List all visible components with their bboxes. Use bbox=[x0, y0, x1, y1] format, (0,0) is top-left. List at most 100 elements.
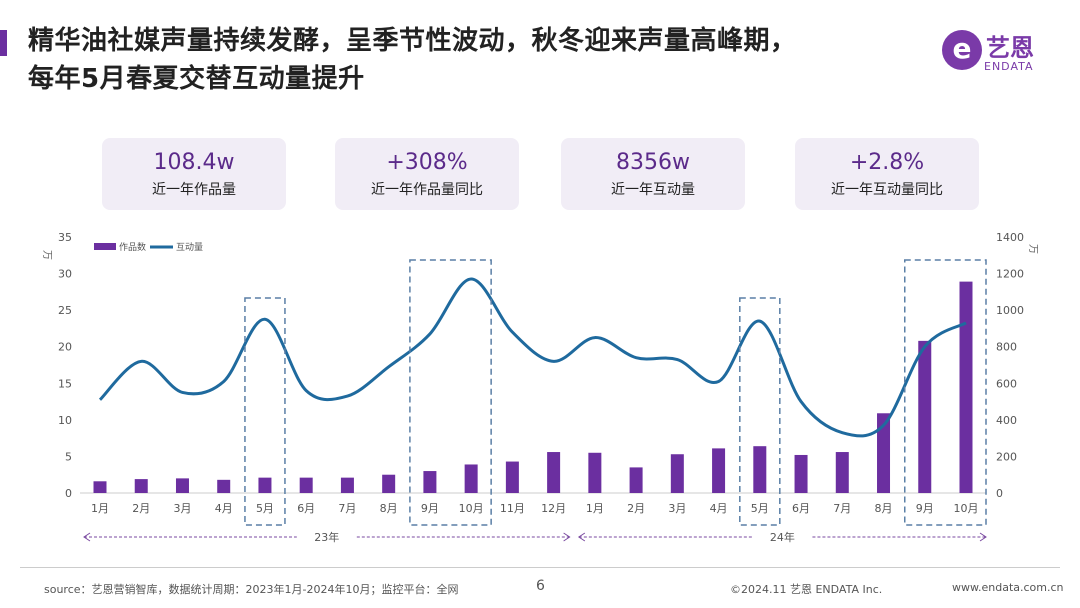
x-tick-label: 12月 bbox=[541, 502, 566, 515]
left-tick-label: 5 bbox=[65, 450, 72, 463]
left-tick-label: 15 bbox=[58, 377, 72, 390]
highlight-box bbox=[244, 297, 286, 526]
x-tick-label: 3月 bbox=[668, 502, 686, 515]
right-tick-label: 1000 bbox=[996, 304, 1024, 317]
kpi-card: 108.4w 近一年作品量 bbox=[102, 138, 286, 210]
kpi-card: +308% 近一年作品量同比 bbox=[335, 138, 519, 210]
bar bbox=[588, 452, 602, 493]
left-tick-label: 20 bbox=[58, 341, 72, 354]
left-tick-label: 35 bbox=[58, 231, 72, 244]
arrow-head-left-icon bbox=[577, 532, 586, 542]
footer-copyright: ©2024.11 艺恩 ENDATA Inc. bbox=[730, 583, 883, 596]
kpi-label: 近一年作品量同比 bbox=[371, 182, 483, 198]
kpi-label: 近一年互动量 bbox=[611, 182, 695, 198]
line-series-interaction bbox=[98, 277, 967, 438]
arrow-head-right-icon bbox=[979, 532, 987, 542]
x-tick-label: 8月 bbox=[875, 502, 893, 515]
bar bbox=[877, 413, 891, 493]
right-axis-unit: 万 bbox=[1027, 244, 1038, 254]
bar bbox=[505, 461, 519, 493]
right-tick-label: 1400 bbox=[996, 231, 1024, 244]
x-tick-label: 6月 bbox=[297, 502, 315, 515]
x-tick-label: 4月 bbox=[215, 502, 233, 515]
highlight-box bbox=[904, 259, 987, 526]
x-tick-label: 2月 bbox=[132, 502, 150, 515]
kpi-label: 近一年作品量 bbox=[152, 182, 236, 198]
title-line-1: 精华油社媒声量持续发酵，呈季节性波动，秋冬迎来声量高峰期， bbox=[28, 26, 797, 56]
bar bbox=[93, 481, 107, 493]
legend-label: 互动量 bbox=[176, 242, 203, 253]
x-tick-label: 8月 bbox=[380, 502, 398, 515]
year-label: 24年 bbox=[770, 530, 795, 544]
x-tick-label: 2月 bbox=[627, 502, 645, 515]
page-title: 精华油社媒声量持续发酵，呈季节性波动，秋冬迎来声量高峰期， 每年5月春夏交替互动… bbox=[28, 22, 797, 98]
right-tick-label: 800 bbox=[996, 341, 1017, 354]
kpi-value: +308% bbox=[386, 150, 468, 175]
right-tick-label: 200 bbox=[996, 450, 1017, 463]
right-tick-label: 600 bbox=[996, 377, 1017, 390]
x-tick-label: 11月 bbox=[500, 502, 525, 515]
bar bbox=[299, 477, 313, 493]
bar bbox=[794, 454, 808, 493]
bar bbox=[835, 452, 849, 493]
bar bbox=[258, 477, 272, 493]
kpi-value: 8356w bbox=[616, 150, 690, 175]
legend-label: 作品数 bbox=[119, 241, 146, 253]
left-tick-label: 10 bbox=[58, 414, 72, 427]
arrow-head-left-icon bbox=[83, 532, 91, 542]
right-tick-label: 400 bbox=[996, 414, 1017, 427]
x-tick-label: 10月 bbox=[954, 502, 979, 515]
bar bbox=[629, 467, 643, 493]
footer-url: www.endata.com.cn bbox=[952, 581, 1064, 594]
highlight-box bbox=[409, 259, 492, 526]
kpi-card: +2.8% 近一年互动量同比 bbox=[795, 138, 979, 210]
bar bbox=[712, 448, 726, 493]
bar bbox=[670, 454, 684, 493]
x-tick-label: 4月 bbox=[710, 502, 728, 515]
left-axis-unit: 万 bbox=[41, 250, 52, 260]
left-tick-label: 30 bbox=[58, 268, 72, 281]
footer-divider bbox=[20, 567, 1060, 568]
bar bbox=[753, 446, 767, 493]
x-tick-label: 7月 bbox=[338, 502, 356, 515]
kpi-card: 8356w 近一年互动量 bbox=[561, 138, 745, 210]
arrow-head-right-icon bbox=[563, 532, 571, 542]
x-tick-label: 10月 bbox=[459, 502, 484, 515]
title-accent bbox=[0, 30, 7, 56]
year-label: 23年 bbox=[314, 530, 339, 544]
endata-logo: e 艺恩 ENDATA bbox=[942, 26, 1052, 76]
highlight-box bbox=[739, 297, 781, 526]
bar bbox=[423, 471, 437, 493]
bar bbox=[547, 452, 561, 493]
bar bbox=[382, 474, 396, 493]
x-tick-label: 6月 bbox=[792, 502, 810, 515]
left-tick-label: 25 bbox=[58, 304, 72, 317]
bar bbox=[464, 464, 478, 493]
title-line-2: 每年5月春夏交替互动量提升 bbox=[28, 64, 365, 94]
logo-en: ENDATA bbox=[984, 60, 1034, 73]
bar bbox=[340, 477, 354, 493]
kpi-value: +2.8% bbox=[849, 150, 925, 175]
x-tick-label: 5月 bbox=[256, 502, 274, 515]
x-tick-label: 1月 bbox=[91, 502, 109, 515]
footer-source: source：艺恩营销智库，数据统计周期：2023年1月-2024年10月；监控… bbox=[44, 583, 459, 596]
left-tick-label: 0 bbox=[65, 487, 72, 500]
x-tick-label: 9月 bbox=[916, 502, 934, 515]
bar bbox=[959, 281, 973, 493]
bar bbox=[918, 340, 932, 493]
bar bbox=[217, 479, 231, 493]
x-tick-label: 1月 bbox=[586, 502, 604, 515]
x-tick-label: 5月 bbox=[751, 502, 769, 515]
kpi-value: 108.4w bbox=[153, 150, 235, 175]
x-tick-label: 3月 bbox=[173, 502, 191, 515]
kpi-label: 近一年互动量同比 bbox=[831, 182, 943, 198]
page-number: 6 bbox=[536, 578, 545, 594]
x-tick-label: 7月 bbox=[833, 502, 851, 515]
legend-swatch-bar bbox=[94, 243, 116, 250]
bar bbox=[134, 479, 148, 493]
right-tick-label: 0 bbox=[996, 487, 1003, 500]
bar bbox=[175, 478, 189, 493]
logo-cn: 艺恩 bbox=[986, 34, 1034, 62]
